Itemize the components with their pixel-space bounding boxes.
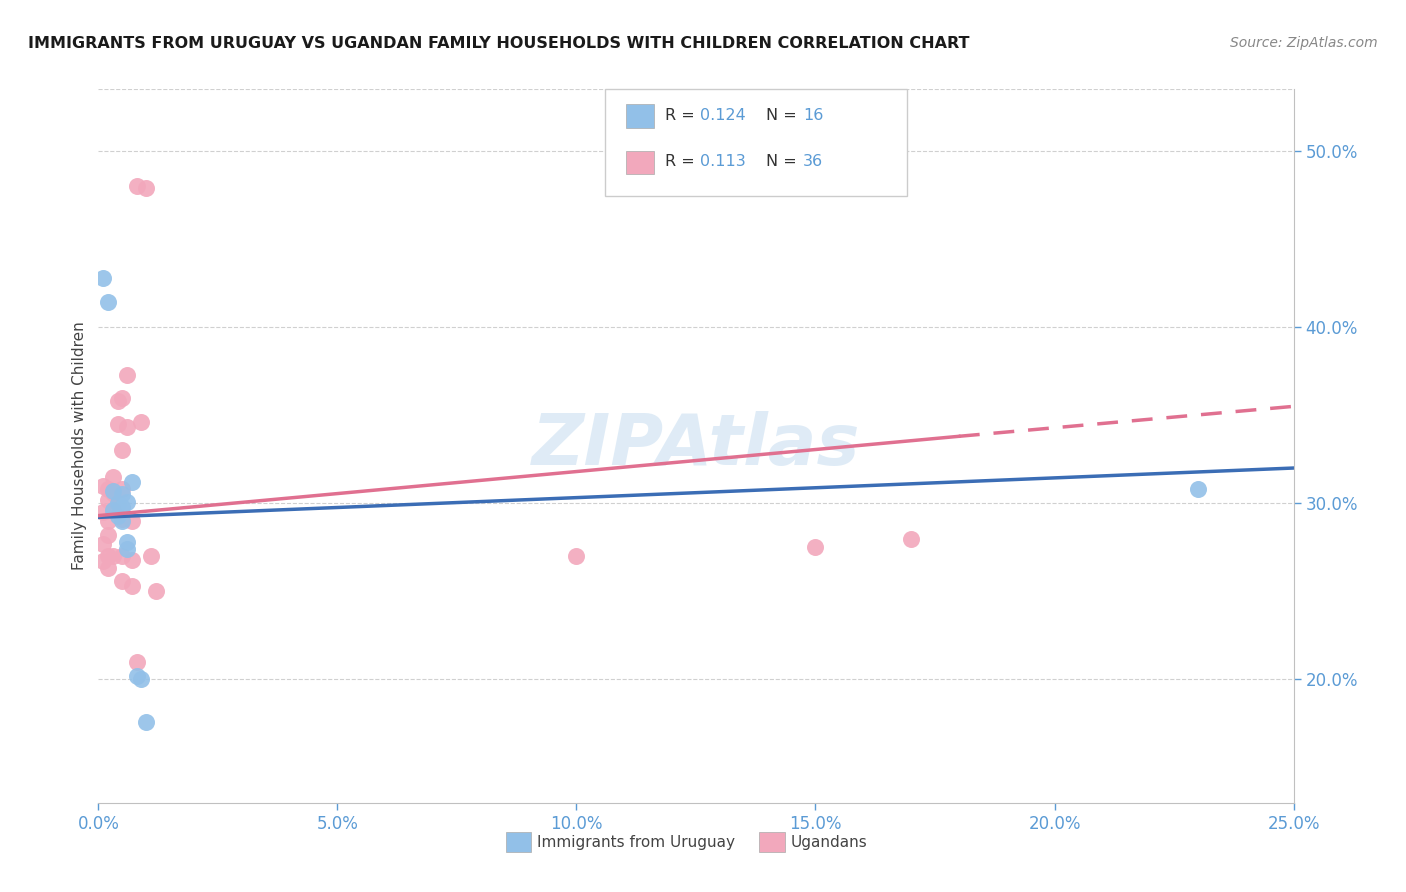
Point: [125, 179, 148, 194]
Point: [121, 552, 143, 566]
Point: [121, 579, 143, 593]
Point: [900, 532, 922, 546]
Point: [111, 574, 134, 588]
Point: [804, 541, 827, 555]
Text: ZIPAtlas: ZIPAtlas: [531, 411, 860, 481]
Point: [115, 494, 138, 508]
Point: [111, 482, 134, 496]
Point: [125, 655, 148, 669]
Point: [97, 492, 120, 507]
Point: [111, 487, 134, 501]
Point: [139, 549, 162, 563]
Point: [97, 561, 120, 575]
Point: [97, 482, 120, 496]
Point: [91, 270, 114, 285]
Point: [97, 514, 120, 528]
Text: Source: ZipAtlas.com: Source: ZipAtlas.com: [1230, 36, 1378, 50]
Point: [111, 549, 134, 563]
Point: [145, 584, 167, 599]
Point: [121, 475, 143, 489]
Point: [101, 503, 124, 517]
Point: [111, 443, 134, 458]
Point: [131, 415, 153, 429]
Point: [125, 669, 148, 683]
Point: [111, 391, 134, 405]
Point: [91, 505, 114, 519]
Y-axis label: Family Households with Children: Family Households with Children: [72, 322, 87, 570]
Point: [107, 508, 129, 523]
Point: [115, 542, 138, 557]
Point: [91, 478, 114, 492]
Point: [97, 295, 120, 310]
Point: [97, 528, 120, 542]
Text: Immigrants from Uruguay: Immigrants from Uruguay: [537, 835, 735, 849]
Text: N =: N =: [766, 154, 803, 169]
Point: [1187, 482, 1209, 496]
Text: Ugandans: Ugandans: [790, 835, 868, 849]
Point: [115, 420, 138, 434]
Point: [101, 470, 124, 484]
Text: IMMIGRANTS FROM URUGUAY VS UGANDAN FAMILY HOUSEHOLDS WITH CHILDREN CORRELATION C: IMMIGRANTS FROM URUGUAY VS UGANDAN FAMIL…: [28, 36, 970, 51]
Text: R =: R =: [665, 108, 700, 122]
Point: [97, 549, 120, 563]
Point: [121, 514, 143, 528]
Point: [91, 554, 114, 568]
Point: [115, 535, 138, 549]
Point: [565, 549, 588, 563]
Point: [131, 673, 153, 687]
Text: 36: 36: [803, 154, 823, 169]
Point: [135, 714, 157, 729]
Text: 0.124: 0.124: [700, 108, 747, 122]
Text: 16: 16: [803, 108, 823, 122]
Point: [111, 500, 134, 514]
Point: [135, 181, 157, 195]
Point: [107, 417, 129, 431]
Point: [115, 368, 138, 382]
Point: [91, 537, 114, 551]
Point: [107, 394, 129, 409]
Point: [111, 514, 134, 528]
Point: [101, 549, 124, 563]
Text: N =: N =: [766, 108, 803, 122]
Point: [101, 485, 124, 500]
Point: [101, 483, 124, 498]
Point: [111, 512, 134, 526]
Point: [101, 503, 124, 517]
Text: 0.113: 0.113: [700, 154, 747, 169]
Text: R =: R =: [665, 154, 700, 169]
Point: [107, 496, 129, 510]
